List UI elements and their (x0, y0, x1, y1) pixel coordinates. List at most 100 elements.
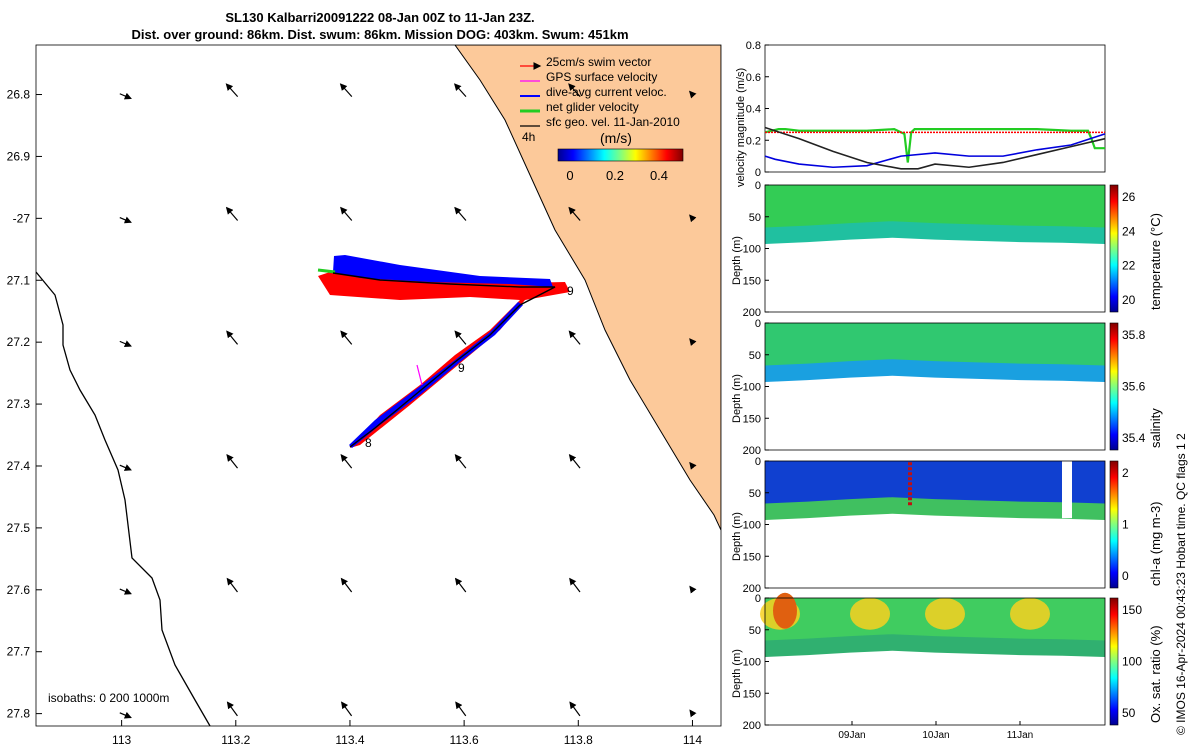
time-tick-label: 10Jan (922, 730, 949, 741)
geostrophic-arrow (340, 577, 353, 593)
geostrophic-arrow (568, 454, 581, 469)
depth-tick-label: 200 (743, 720, 761, 732)
section-panel-2: 0 50 100 150 200 Depth (m) 35.4 35.6 35.8 salinit… (731, 318, 1163, 457)
coastline (36, 271, 211, 726)
geostrophic-arrow (569, 701, 581, 717)
map-ytick-label: 26.8 (7, 88, 31, 102)
colorbar-tick-label: 20 (1122, 293, 1136, 307)
geostrophic-arrow (340, 206, 353, 221)
depth-tick-label: 50 (749, 212, 761, 224)
legend-colorbar (557, 148, 684, 162)
depth-tick-label: 150 (743, 413, 761, 425)
geostrophic-arrow (454, 330, 467, 345)
velocity-axes-box (764, 44, 1106, 173)
map-axes-box (35, 44, 722, 727)
title-line-2: Dist. over ground: 86km. Dist. swum: 86k… (131, 27, 629, 42)
section-upper-layer (765, 185, 1105, 228)
legend-dive: dive-avg current veloc. (546, 85, 667, 99)
map-ytick-label: -27 (13, 211, 31, 225)
geostrophic-arrow (226, 701, 238, 717)
geostrophic-arrow (341, 701, 353, 717)
geostrophic-arrow (454, 454, 467, 469)
geostrophic-arrow (689, 709, 697, 718)
map-ytick-label: 27.4 (7, 459, 31, 473)
geostrophic-arrow (119, 340, 132, 348)
depth-axis-label: Depth (m) (731, 374, 743, 423)
geostrophic-arrow (225, 83, 239, 98)
oxygen-peak (773, 592, 797, 629)
credit-text: © IMOS 16-Apr-2024 00:43:23 Hobart time.… (1174, 433, 1188, 735)
geostrophic-arrows (119, 83, 697, 719)
legend-sfc: sfc geo. vel. 11-Jan-2010 (546, 115, 680, 129)
map-ytick-label: 27.6 (7, 583, 31, 597)
depth-tick-label: 0 (755, 318, 761, 330)
colorbar-tick-label: 35.4 (1122, 431, 1146, 445)
oxygen-high-blob (850, 598, 890, 630)
velocity-ytick-label: 0.4 (746, 104, 761, 116)
depth-tick-label: 50 (749, 350, 761, 362)
geostrophic-arrow (455, 701, 467, 717)
map-xtick-label: 113.8 (564, 733, 593, 747)
colorbar-tick-0-2: 0.2 (606, 168, 624, 183)
section-colorbar (1109, 597, 1119, 726)
velocity-ytick-label: 0.2 (746, 135, 761, 147)
legend-interval: 4h (522, 130, 535, 144)
colorbar-tick-label: 100 (1122, 655, 1142, 669)
velocity-y-ticks: 0 0.2 0.4 0.6 0.8 (746, 40, 769, 179)
geostrophic-arrow (689, 214, 697, 223)
section-panel-3: 0 50 100 150 200 Depth (m) 0 1 2 chl-a (mg m-3) (731, 456, 1163, 595)
legend-net: net glider velocity (546, 100, 639, 114)
depth-tick-label: 100 (743, 382, 761, 394)
colorbar-tick-label: 150 (1122, 603, 1142, 617)
depth-tick-label: 150 (743, 551, 761, 563)
geostrophic-arrow (226, 577, 238, 593)
net-velocity-segment (317, 268, 336, 274)
map-legend: 25cm/s swim vector GPS surface velocity … (520, 55, 684, 183)
section-panel-1: 0 50 100 150 200 Depth (m) 20 22 24 26 temperature… (731, 180, 1163, 319)
map-ytick-label: 27.8 (7, 707, 31, 721)
colorbar-tick-label: 26 (1122, 190, 1136, 204)
colorbar-tick-0-4: 0.4 (650, 168, 668, 183)
map-ytick-label: 27.2 (7, 335, 31, 349)
map-y-ticks: 26.8 26.9 -27 27.1 27.2 27.3 27.4 27.5 27.6 27.7 2… (7, 88, 42, 721)
map-ytick-label: 26.9 (7, 149, 31, 163)
velocity-ytick-label: 0 (755, 167, 761, 179)
geostrophic-arrow (454, 206, 467, 221)
map-ytick-label: 27.5 (7, 521, 31, 535)
velocity-ylabel: velocity magnitude (m/s) (735, 68, 747, 187)
geostrophic-arrow (689, 461, 697, 470)
title-line-1: SL130 Kalbarri20091222 08-Jan 00Z to 11-… (225, 10, 535, 25)
isobaths-label: isobaths: 0 200 1000m (48, 691, 169, 705)
geostrophic-arrow (119, 92, 132, 100)
geostrophic-arrow (689, 338, 697, 346)
depth-tick-label: 150 (743, 275, 761, 287)
depth-tick-label: 100 (743, 244, 761, 256)
track-line (332, 272, 556, 448)
legend-colorbar-title: (m/s) (600, 130, 632, 146)
glider-track: 9 9 8 (317, 255, 574, 450)
colorbar-tick-label: 0 (1122, 569, 1129, 583)
section-colorbar (1109, 322, 1119, 451)
depth-tick-label: 0 (755, 180, 761, 192)
map-xtick-label: 113.6 (450, 733, 479, 747)
velocity-series-dive-avg-current (764, 133, 1106, 169)
velocity-lines (764, 126, 1106, 170)
section-colorbar (1109, 460, 1119, 589)
geostrophic-arrow (226, 454, 238, 469)
velocity-series-net-glider-velocity (764, 128, 1105, 163)
colorbar-tick-label: 1 (1122, 518, 1129, 532)
geostrophic-arrow (340, 454, 353, 469)
depth-axis-label: Depth (m) (731, 649, 743, 698)
depth-axis-label: Depth (m) (731, 236, 743, 285)
colorbar-tick-label: 24 (1122, 224, 1136, 238)
legend-swim: 25cm/s swim vector (546, 55, 651, 69)
map-x-ticks: 113 113.2 113.4 113.6 113.8 114 (112, 720, 702, 747)
geostrophic-arrow (568, 206, 581, 221)
day-marker-9a: 9 (567, 284, 574, 298)
velocity-ytick-label: 0.8 (746, 40, 761, 52)
depth-tick-label: 100 (743, 657, 761, 669)
colorbar-tick-label: 35.6 (1122, 380, 1146, 394)
geostrophic-arrow (453, 83, 467, 98)
